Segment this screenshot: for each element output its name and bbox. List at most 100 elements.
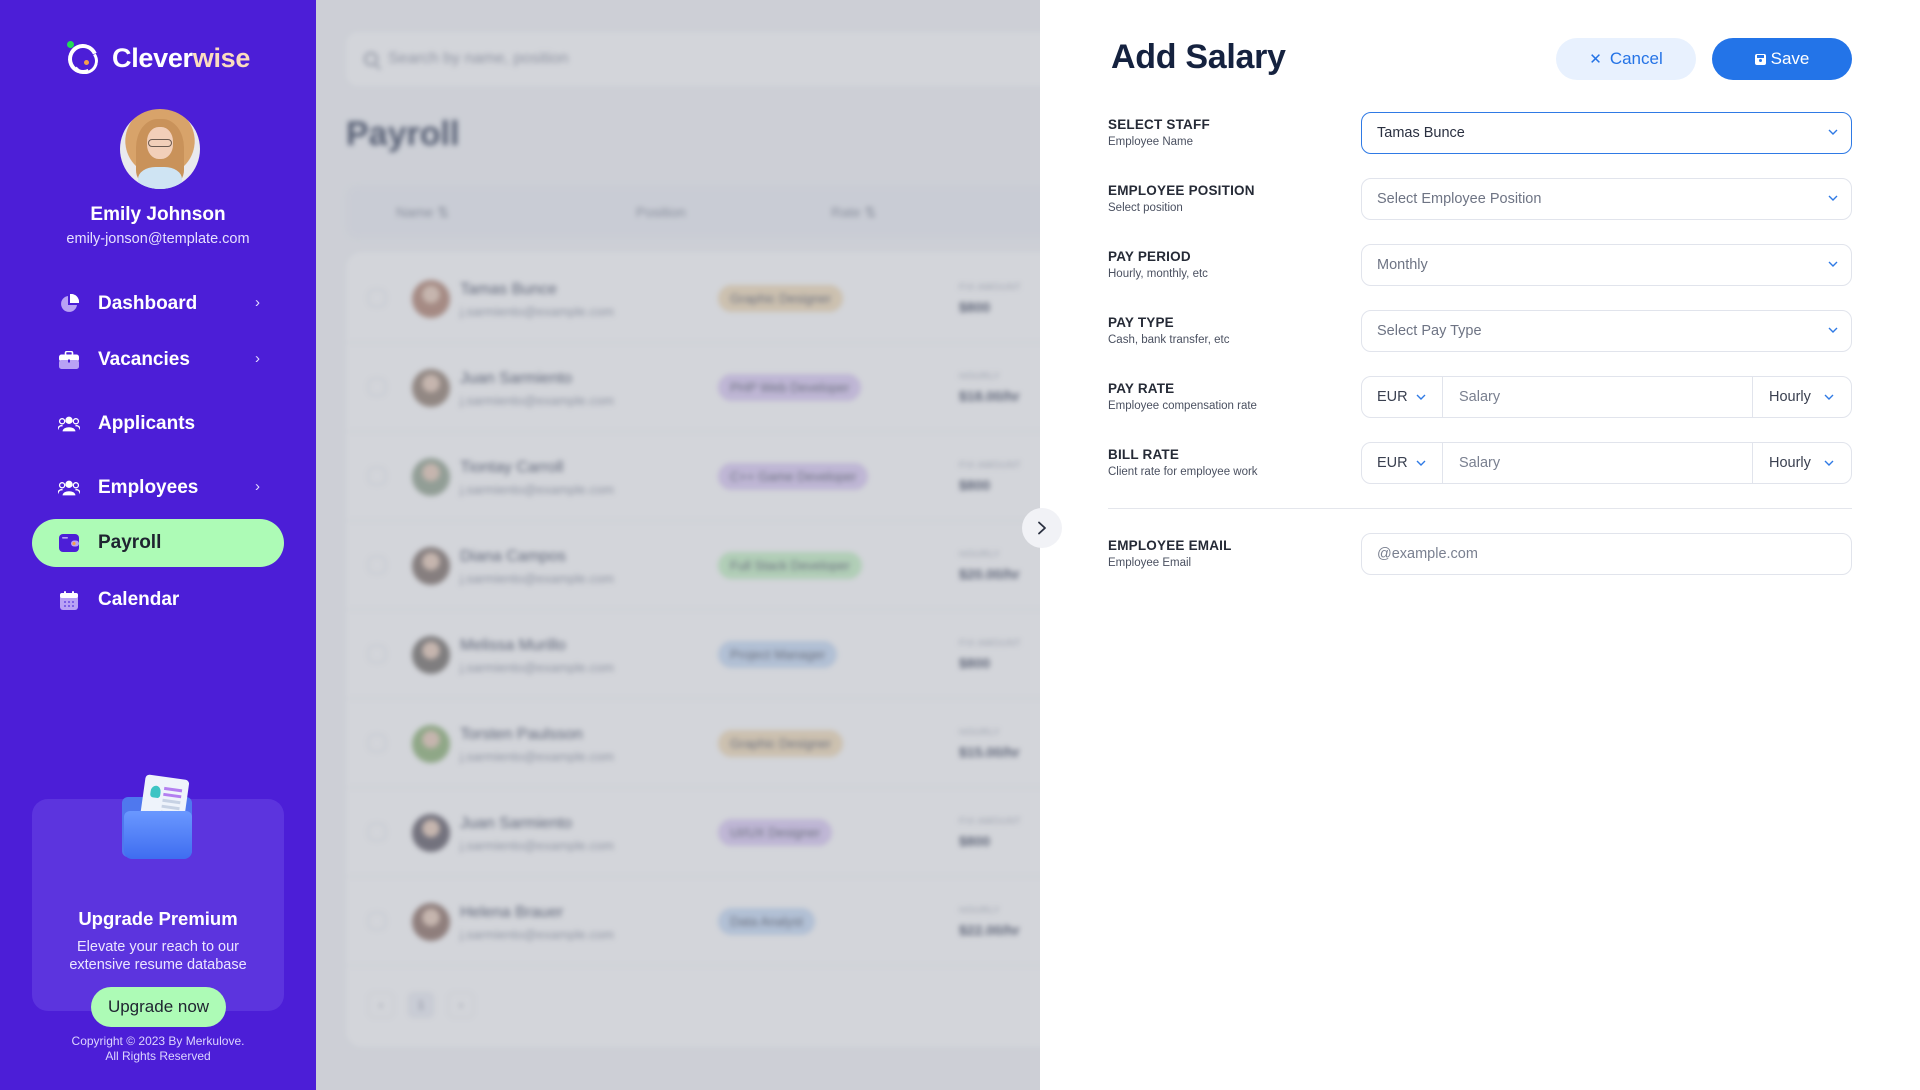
position-badge: UI/UX Designer xyxy=(718,819,833,846)
collapse-drawer-button[interactable] xyxy=(1022,508,1062,548)
chevron-right-icon: › xyxy=(255,294,260,311)
rate-type-label: FIX AMOUNT xyxy=(959,460,1022,471)
table-row[interactable]: Juan Sarmiento j.sarmiento@example.com PHP… xyxy=(346,343,1040,432)
rate-value: $800 xyxy=(959,477,991,493)
sidebar-item-calendar[interactable]: Calendar xyxy=(32,576,284,624)
user-email: emily-jonson@template.com xyxy=(66,231,250,247)
employee-name: Melissa Murillo xyxy=(460,637,566,654)
form-row-employee-position: EMPLOYEE POSITION Select position Select… xyxy=(1108,178,1852,220)
calendar-icon xyxy=(58,589,80,611)
rate-value: $18.00/hr xyxy=(959,388,1020,404)
row-checkbox[interactable] xyxy=(368,823,386,841)
form-row-bill-rate: BILL RATE Client rate for employee work … xyxy=(1108,442,1852,484)
position-badge: PHP Web Developer xyxy=(718,374,862,401)
bill-rate-input-group: EUR Hourly xyxy=(1361,442,1852,484)
rate-value: $800 xyxy=(959,833,991,849)
table-row[interactable]: Melissa Murillo j.sarmiento@example.com Pr… xyxy=(346,610,1040,699)
bill-rate-currency-select[interactable]: EUR xyxy=(1362,443,1443,483)
chevron-right-icon: › xyxy=(255,478,260,495)
column-name[interactable]: Name ⇅ xyxy=(396,204,449,220)
employee-email: j.sarmiento@example.com xyxy=(460,927,615,942)
sidebar-item-dashboard[interactable]: Dashboard › xyxy=(32,280,284,328)
table-row[interactable]: Helena Brauer j.sarmiento@example.com Data… xyxy=(346,877,1040,966)
employee-email-input[interactable] xyxy=(1377,546,1851,562)
user-avatar[interactable] xyxy=(120,109,200,189)
pay-rate-salary-input[interactable] xyxy=(1459,389,1752,405)
table-row[interactable]: Torsten Paulsson j.sarmiento@example.com G… xyxy=(346,699,1040,788)
pay-rate-period-select[interactable]: Hourly xyxy=(1752,377,1851,417)
position-badge: C++ Game Developer xyxy=(718,463,869,490)
employee-avatar xyxy=(412,458,450,496)
employee-email-field[interactable] xyxy=(1361,533,1852,575)
bill-rate-salary-input[interactable] xyxy=(1459,455,1752,471)
pie-chart-icon xyxy=(58,293,80,315)
employee-avatar xyxy=(412,547,450,585)
bill-rate-period-select[interactable]: Hourly xyxy=(1752,443,1851,483)
rate-type-label: HOURLY xyxy=(959,905,1001,916)
table-row[interactable]: Juan Sarmiento j.sarmiento@example.com UI/… xyxy=(346,788,1040,877)
employee-email: j.sarmiento@example.com xyxy=(460,660,615,675)
next-page-button[interactable]: › xyxy=(448,992,474,1018)
chevron-down-icon xyxy=(1416,394,1426,400)
pay-period-dropdown[interactable]: Monthly xyxy=(1361,244,1852,286)
page-title: Payroll xyxy=(346,115,460,153)
add-salary-drawer: Add Salary ✕ Cancel Save SELECT STAFF Em… xyxy=(1040,0,1920,1090)
column-rate[interactable]: Rate ⇅ xyxy=(831,204,877,220)
sidebar-item-payroll[interactable]: Payroll xyxy=(32,519,284,567)
row-checkbox[interactable] xyxy=(368,912,386,930)
row-checkbox[interactable] xyxy=(368,378,386,396)
sidebar-item-employees[interactable]: Employees › xyxy=(32,464,284,512)
pay-type-dropdown[interactable]: Select Pay Type xyxy=(1361,310,1852,352)
form-row-select-staff: SELECT STAFF Employee Name Tamas Bunce xyxy=(1108,112,1852,154)
page-1-button[interactable]: 1 xyxy=(408,992,434,1018)
upgrade-promo-card: Upgrade Premium Elevate your reach to ou… xyxy=(32,774,284,1027)
employee-email: j.sarmiento@example.com xyxy=(460,482,615,497)
promo-title: Upgrade Premium xyxy=(78,908,238,929)
briefcase-icon xyxy=(58,349,80,371)
employee-name: Helena Brauer xyxy=(460,904,564,921)
rate-value: $800 xyxy=(959,655,991,671)
form-row-employee-email: EMPLOYEE EMAIL Employee Email xyxy=(1108,533,1852,575)
employee-email: j.sarmiento@example.com xyxy=(460,393,615,408)
table-row[interactable]: Diana Campos j.sarmiento@example.com Full … xyxy=(346,521,1040,610)
brand-logo[interactable]: Cleverwise xyxy=(63,39,250,79)
employee-avatar xyxy=(412,725,450,763)
employee-avatar xyxy=(412,814,450,852)
rate-value: $15.00/hr xyxy=(959,744,1020,760)
row-checkbox[interactable] xyxy=(368,734,386,752)
table-row[interactable]: Tiontay Carroll j.sarmiento@example.com C+… xyxy=(346,432,1040,521)
chevron-right-icon xyxy=(1038,521,1046,535)
row-checkbox[interactable] xyxy=(368,289,386,307)
table-row[interactable]: Tamas Bunce j.sarmiento@example.com Graphi… xyxy=(346,254,1040,343)
row-checkbox[interactable] xyxy=(368,645,386,663)
cancel-button[interactable]: ✕ Cancel xyxy=(1556,38,1696,80)
employee-name: Juan Sarmiento xyxy=(460,815,573,832)
users-icon xyxy=(58,477,80,499)
drawer-title: Add Salary xyxy=(1111,38,1286,76)
employee-avatar xyxy=(412,636,450,674)
form-row-pay-rate: PAY RATE Employee compensation rate EUR … xyxy=(1108,376,1852,418)
rate-type-label: FIX AMOUNT xyxy=(959,816,1022,827)
row-checkbox[interactable] xyxy=(368,467,386,485)
rate-value: $20.00/hr xyxy=(959,566,1020,582)
save-disk-icon xyxy=(1754,53,1766,65)
rate-value: $22.00/hr xyxy=(959,922,1020,938)
pay-rate-input-group: EUR Hourly xyxy=(1361,376,1852,418)
row-checkbox[interactable] xyxy=(368,556,386,574)
employee-position-dropdown[interactable]: Select Employee Position xyxy=(1361,178,1852,220)
employee-email: j.sarmiento@example.com xyxy=(460,749,615,764)
select-staff-dropdown[interactable]: Tamas Bunce xyxy=(1361,112,1852,154)
table-header: Name ⇅ Position Rate ⇅ xyxy=(346,186,1040,238)
prev-page-button[interactable]: ‹ xyxy=(368,992,394,1018)
save-button[interactable]: Save xyxy=(1712,38,1852,80)
position-badge: Data Analyst xyxy=(718,908,815,935)
sidebar-item-applicants[interactable]: Applicants xyxy=(32,400,284,448)
payroll-page-background: Search by name, position Payroll Name ⇅ … xyxy=(316,0,1040,1090)
logo-mark-icon xyxy=(63,39,103,79)
chevron-down-icon xyxy=(1824,460,1834,466)
upgrade-now-button[interactable]: Upgrade now xyxy=(91,987,226,1027)
pay-rate-currency-select[interactable]: EUR xyxy=(1362,377,1443,417)
sidebar-item-vacancies[interactable]: Vacancies › xyxy=(32,336,284,384)
search-bar[interactable]: Search by name, position xyxy=(346,32,1040,86)
rate-type-label: FIX AMOUNT xyxy=(959,638,1022,649)
